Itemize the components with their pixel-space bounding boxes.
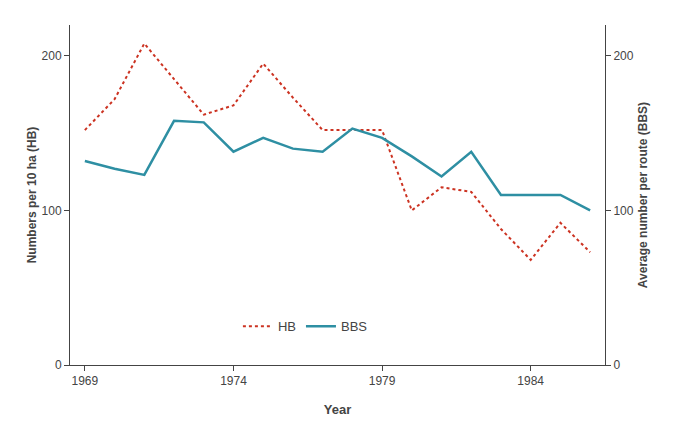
svg-text:1969: 1969 [72,374,99,388]
svg-text:HB: HB [278,319,296,334]
svg-text:1984: 1984 [517,374,544,388]
svg-text:0: 0 [613,358,620,372]
svg-text:1974: 1974 [220,374,247,388]
svg-text:200: 200 [613,49,633,63]
svg-text:100: 100 [613,204,633,218]
svg-text:200: 200 [42,49,62,63]
svg-text:Average number per route (BBS): Average number per route (BBS) [636,102,650,288]
svg-text:100: 100 [42,204,62,218]
svg-text:Year: Year [324,402,351,417]
svg-text:Numbers per 10 ha (HB): Numbers per 10 ha (HB) [25,127,39,264]
svg-text:BBS: BBS [341,319,367,334]
svg-text:1979: 1979 [369,374,396,388]
svg-text:0: 0 [55,358,62,372]
